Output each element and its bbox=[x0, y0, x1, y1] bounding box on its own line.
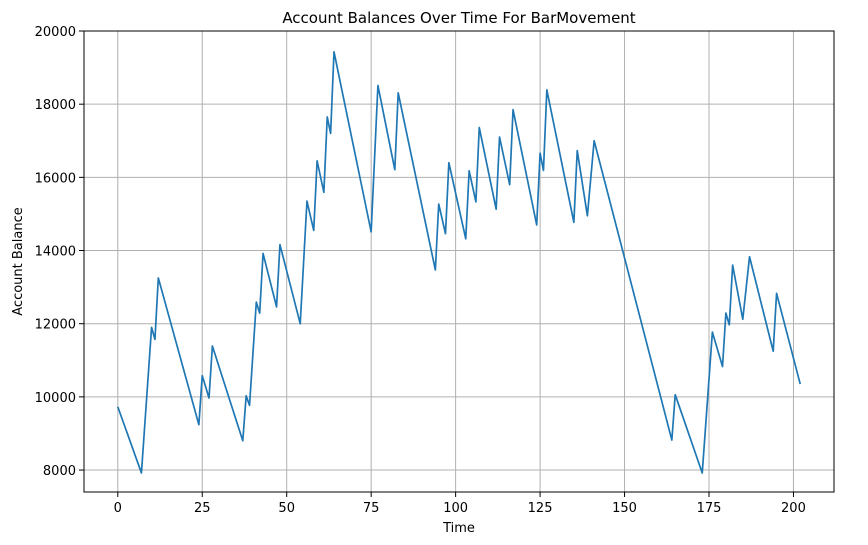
plot-frame bbox=[83, 30, 835, 493]
y-tick-label: 18000 bbox=[35, 98, 76, 113]
y-axis-title: Account Balance bbox=[11, 207, 26, 315]
y-tick-label: 20000 bbox=[35, 25, 76, 40]
y-tick-label: 14000 bbox=[35, 245, 76, 260]
x-tick-label: 50 bbox=[278, 501, 295, 516]
axis-ticks: 0 25 50 75 100 125 150 175 200 8000 10000 12000 1400… bbox=[35, 25, 806, 516]
chart-title: Account Balances Over Time For BarMoveme… bbox=[282, 9, 635, 27]
series-layer bbox=[116, 50, 802, 474]
y-tick-label: 10000 bbox=[35, 391, 76, 406]
y-tick-label: 8000 bbox=[43, 464, 76, 479]
x-tick-label: 200 bbox=[781, 501, 806, 516]
x-tick-label: 175 bbox=[697, 501, 722, 516]
x-tick-label: 150 bbox=[612, 501, 637, 516]
x-tick-label: 125 bbox=[528, 501, 553, 516]
x-tick-label: 100 bbox=[443, 501, 468, 516]
x-axis-title: Time bbox=[442, 521, 475, 536]
x-tick-label: 0 bbox=[114, 501, 122, 516]
y-tick-label: 16000 bbox=[35, 171, 76, 186]
y-tick-label: 12000 bbox=[35, 318, 76, 333]
x-tick-label: 75 bbox=[363, 501, 380, 516]
x-tick-label: 25 bbox=[194, 501, 211, 516]
series-line bbox=[116, 50, 802, 474]
